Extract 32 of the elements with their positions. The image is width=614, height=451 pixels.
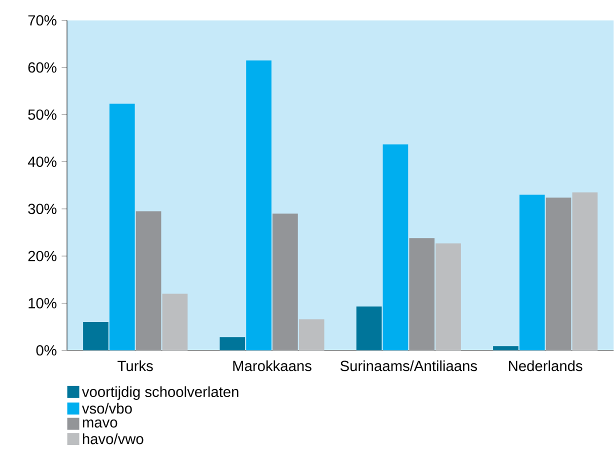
bar bbox=[382, 144, 408, 350]
x-tick-label: Nederlands bbox=[509, 360, 582, 372]
bar bbox=[162, 294, 188, 350]
bar bbox=[436, 243, 461, 350]
bar bbox=[246, 60, 272, 350]
legend-label: vso/vbo bbox=[82, 402, 132, 414]
bar bbox=[272, 214, 298, 350]
legend-label: havo/vwo bbox=[82, 433, 144, 444]
y-tick-label: 0% bbox=[36, 345, 56, 356]
y-tick-label: 70% bbox=[28, 15, 56, 26]
bar bbox=[409, 238, 435, 350]
bar bbox=[572, 192, 598, 350]
y-tick-label: 20% bbox=[28, 250, 56, 262]
bar bbox=[298, 319, 324, 350]
y-tick-label: 50% bbox=[28, 109, 56, 120]
bar bbox=[519, 194, 545, 350]
y-tick-label: 10% bbox=[28, 298, 56, 308]
y-tick-label: 30% bbox=[28, 204, 56, 214]
bar bbox=[493, 346, 518, 350]
y-tick-label: 60% bbox=[28, 62, 56, 73]
bar bbox=[220, 337, 246, 350]
bar bbox=[546, 198, 572, 350]
legend-label: voortijdig schoolverlaten bbox=[82, 386, 238, 400]
bar bbox=[356, 306, 382, 350]
y-tick-label: 40% bbox=[28, 156, 56, 167]
x-tick-label: Turks bbox=[118, 360, 153, 372]
legend-label: mavo bbox=[82, 420, 118, 428]
bar bbox=[83, 322, 108, 350]
bar bbox=[109, 104, 135, 350]
x-tick-label: Surinaams/Antiliaans bbox=[340, 360, 477, 372]
x-tick-label: Marokkaans bbox=[233, 360, 312, 372]
bar bbox=[136, 211, 162, 350]
